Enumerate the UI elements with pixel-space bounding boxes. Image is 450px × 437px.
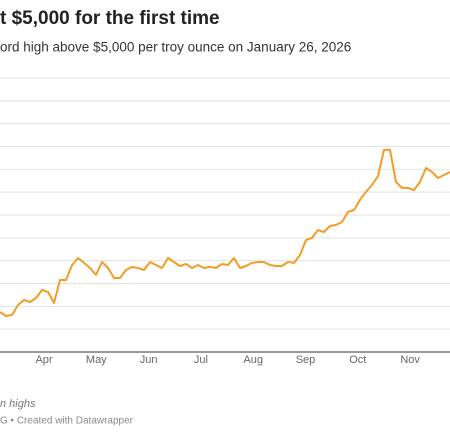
- chart-title: t $5,000 for the first time: [0, 8, 220, 29]
- credit: G • Created with Datawrapper: [0, 416, 134, 427]
- x-tick-label: Sep: [296, 354, 316, 366]
- note: n highs: [0, 398, 36, 410]
- x-tick-label: Nov: [400, 354, 420, 366]
- x-tick-label: Jul: [194, 354, 208, 366]
- price-line: [0, 148, 450, 317]
- x-tick-label: Oct: [349, 354, 366, 366]
- x-tick-label: May: [86, 354, 107, 366]
- x-tick-label: Apr: [35, 354, 52, 366]
- chart-subtitle: ord high above $5,000 per troy ounce on …: [0, 40, 351, 55]
- x-tick-label: Jun: [140, 354, 158, 366]
- x-tick-label: Aug: [243, 354, 263, 366]
